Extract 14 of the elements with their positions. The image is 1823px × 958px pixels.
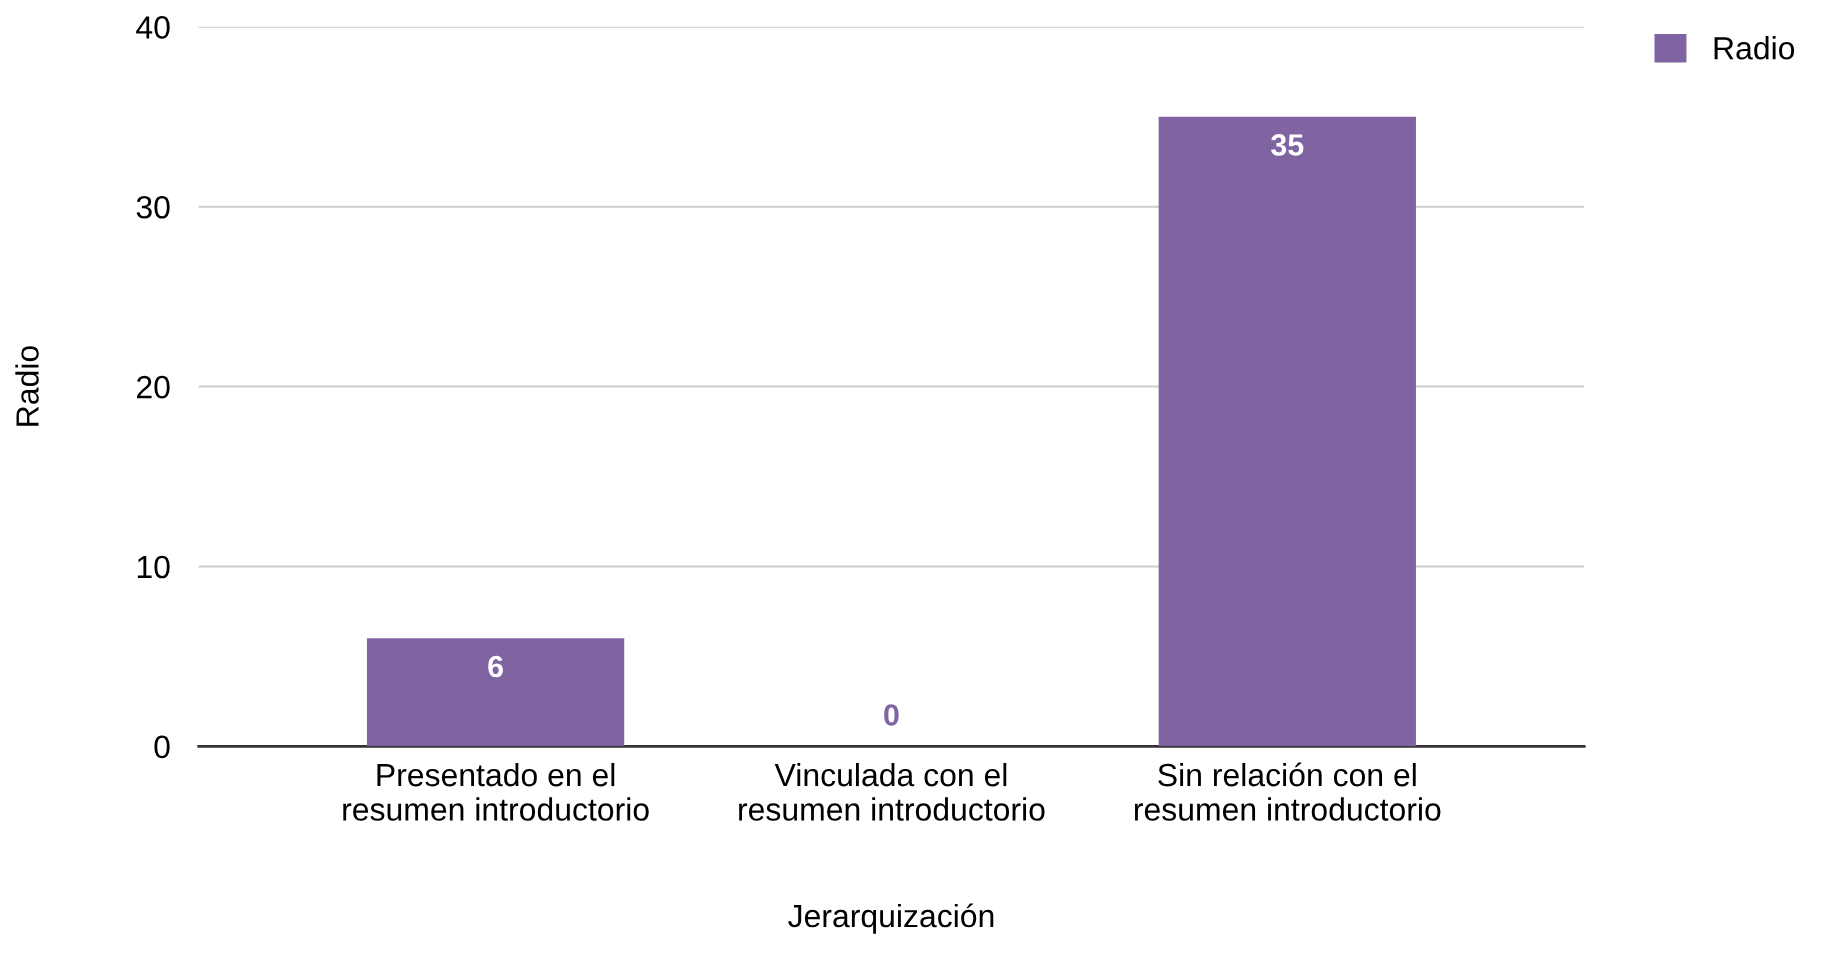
x-tick-label: Sin relación con el resumen introductorio [1134, 762, 1441, 821]
x-tick-label: Presentado en el resumen introductorio [343, 762, 649, 821]
data-label: 35 [1271, 134, 1304, 156]
data-label: 6 [488, 655, 503, 678]
y-axis-title: Radio [15, 346, 39, 426]
y-tick-label: 20 [137, 375, 170, 399]
y-tick-label: 10 [137, 555, 170, 579]
y-tick-label: 30 [136, 195, 170, 219]
legend-label: Radio [1714, 36, 1795, 60]
y-tick-label: 0 [154, 735, 170, 759]
x-axis-title: Jerarquización [788, 903, 994, 934]
x-tick-label: Vinculada con el resumen introductorio [739, 762, 1045, 821]
y-tick-label: 40 [136, 16, 170, 39]
data-label: 0 [884, 704, 899, 726]
